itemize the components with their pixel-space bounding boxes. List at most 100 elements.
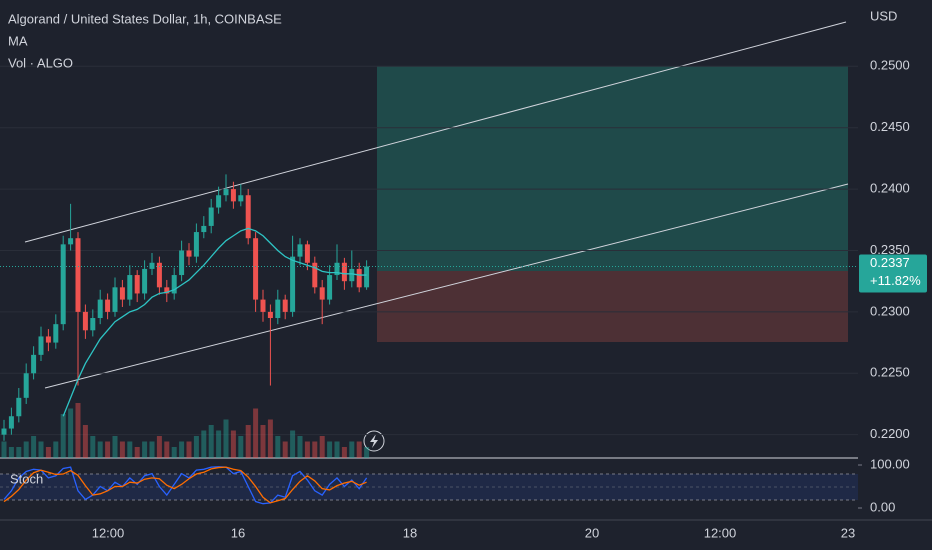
candle-body: [31, 354, 37, 374]
volume-bar: [282, 441, 288, 458]
candle-body: [356, 268, 362, 288]
volume-bar: [364, 447, 370, 458]
y-tick-label: 0.2400: [870, 181, 910, 196]
volume-bar: [275, 436, 281, 458]
candle-body: [82, 311, 88, 331]
candle-body: [238, 195, 244, 202]
change-label: +11.82%: [870, 273, 921, 288]
candle-body: [60, 244, 66, 325]
alert-bolt: [370, 434, 378, 448]
candle-body: [16, 397, 22, 417]
volume-bar: [97, 441, 103, 458]
candle-body: [134, 275, 140, 294]
stoch-tick-label: 0.00: [870, 499, 895, 514]
plot: [0, 65, 858, 505]
volume-bar: [23, 441, 29, 458]
last-price-box: [859, 254, 927, 293]
volume-bar: [260, 425, 266, 458]
candle-body: [45, 336, 51, 343]
candle-body: [149, 262, 155, 269]
channel-upper: [24, 21, 847, 243]
chart-title: Algorand / United States Dollar, 1h, COI…: [8, 11, 282, 26]
y-tick-label: 0.2200: [870, 426, 910, 441]
channel-lower: [44, 183, 849, 389]
volume-bar: [334, 441, 340, 458]
volume-bar: [304, 441, 310, 458]
candle-body: [97, 299, 103, 319]
volume-bar: [341, 447, 347, 458]
candle-body: [282, 299, 288, 312]
stoch-label: Stoch: [10, 471, 43, 486]
candle-body: [8, 416, 14, 429]
candle-body: [193, 232, 199, 257]
loss-zone: [377, 271, 848, 342]
volume-bar: [164, 441, 170, 458]
ma-line: [62, 227, 367, 417]
volume-bar: [112, 436, 118, 458]
x-tick-label: 16: [231, 525, 245, 540]
volume-bar: [312, 441, 318, 458]
volume-bar: [297, 436, 303, 458]
volume-bar: [53, 441, 59, 458]
volume-bar: [216, 430, 222, 458]
candle-body: [142, 268, 148, 294]
volume-bar: [223, 419, 229, 458]
volume-bar: [208, 425, 214, 458]
y-tick-label: 0.2300: [870, 303, 910, 318]
candle-body: [304, 244, 310, 263]
y-tick-label: 0.2250: [870, 365, 910, 380]
x-tick-label: 18: [403, 525, 417, 540]
volume-bar: [238, 436, 244, 458]
candle-body: [334, 262, 340, 276]
candle-body: [38, 336, 44, 355]
candle-body: [290, 256, 296, 312]
candle-body: [275, 299, 281, 319]
stoch-line: [3, 466, 367, 504]
x-tick-label: 20: [585, 525, 599, 540]
candle-body: [171, 275, 177, 294]
volume-bar: [75, 403, 81, 458]
volume-bar: [230, 430, 236, 458]
candle-body: [312, 262, 318, 288]
candle-body: [267, 311, 273, 319]
volume-bar: [119, 441, 125, 458]
candle-body: [68, 238, 74, 245]
volume-bar: [349, 441, 355, 458]
volume-bar: [82, 425, 88, 458]
candle-body: [119, 287, 125, 300]
volume-bar: [267, 419, 273, 458]
y-tick-label: 0.2500: [870, 58, 910, 73]
candle-body: [349, 268, 355, 282]
candle-body: [112, 287, 118, 312]
volume-bar: [245, 425, 251, 458]
x-tick-label: 12:00: [92, 525, 125, 540]
volume-bar: [171, 447, 177, 458]
last-price-label: 0.2337: [870, 255, 910, 270]
volume-bar: [186, 441, 192, 458]
volume-bar: [290, 430, 296, 458]
volume-bar: [16, 447, 22, 458]
y-tick-label: 0.2350: [870, 242, 910, 257]
candle-body: [164, 287, 170, 294]
candle-body: [208, 207, 214, 226]
stoch-tick-label: 100.00: [870, 456, 910, 471]
candle-body: [223, 189, 229, 196]
candle-body: [23, 373, 29, 398]
currency-label: USD: [870, 8, 897, 23]
indicator-label: Vol · ALGO: [8, 55, 73, 70]
volume-bar: [142, 441, 148, 458]
candle-body: [75, 238, 81, 312]
x-tick-label: 23: [841, 525, 855, 540]
indicator-label: MA: [8, 33, 28, 48]
volume-bar: [193, 436, 199, 458]
candle-body: [341, 262, 347, 282]
volume-bar: [319, 436, 325, 458]
candle-body: [230, 189, 236, 202]
candle-body: [53, 324, 59, 343]
candle-body: [364, 266, 370, 288]
volume-bar: [179, 441, 185, 458]
volume-bar: [60, 414, 66, 458]
volume-bar: [156, 436, 162, 458]
candle-body: [90, 318, 96, 331]
